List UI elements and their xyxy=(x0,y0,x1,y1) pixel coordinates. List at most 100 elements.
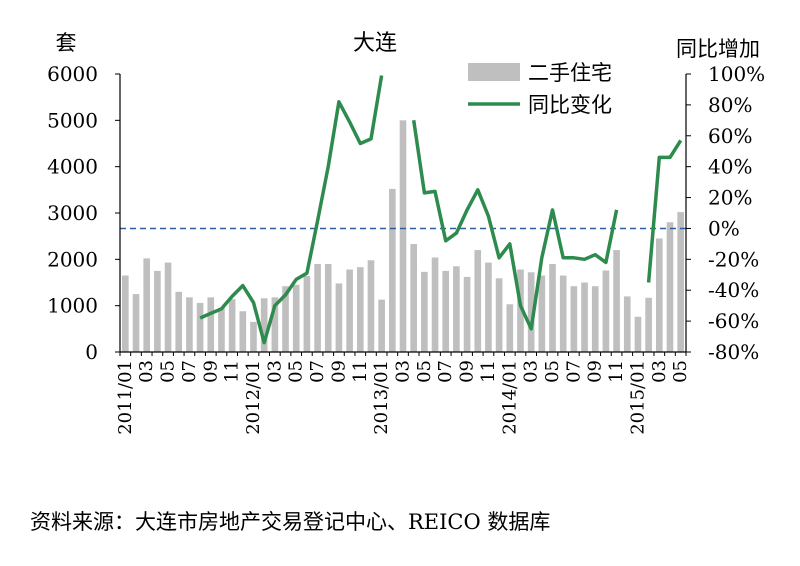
x-tick-label: 05 xyxy=(414,360,435,383)
left-tick-label: 1000 xyxy=(47,294,98,318)
bar-5 xyxy=(175,291,183,352)
x-tick-label: 11 xyxy=(606,360,627,383)
left-tick-label: 6000 xyxy=(47,62,98,86)
bar-28 xyxy=(421,271,428,352)
bar-24 xyxy=(378,299,385,352)
x-tick-label: 2013/01 xyxy=(371,360,392,435)
x-tick-label: 07 xyxy=(563,360,584,383)
right-tick-label: -60% xyxy=(708,309,759,333)
legend: 二手住宅 同比变化 xyxy=(468,61,612,117)
bar-6 xyxy=(186,297,193,352)
bar-10 xyxy=(228,299,236,352)
bar-49 xyxy=(645,297,652,352)
chart-title: 大连 xyxy=(353,31,397,56)
bar-14 xyxy=(271,297,279,352)
x-tick-label: 11 xyxy=(222,360,243,383)
source-note: 资料来源：大连市房地产交易登记中心、REICO 数据库 xyxy=(30,510,551,534)
bar-26 xyxy=(399,120,407,352)
right-tick-label: 20% xyxy=(708,186,752,210)
x-tick-label: 2014/01 xyxy=(499,360,520,435)
x-tick-label: 03 xyxy=(649,360,670,383)
axes xyxy=(115,73,691,356)
bar-20 xyxy=(335,283,343,352)
x-tick-label: 03 xyxy=(521,360,542,383)
x-tick-label: 07 xyxy=(307,360,328,383)
legend-label-bars: 二手住宅 xyxy=(528,61,612,85)
bar-21 xyxy=(346,269,353,352)
x-tick-label: 03 xyxy=(136,360,157,383)
x-tick-label: 05 xyxy=(542,360,563,383)
left-axis-tick-labels: 0 1000 2000 3000 4000 5000 6000 xyxy=(47,62,98,364)
bar-23 xyxy=(367,260,375,352)
bar-36 xyxy=(506,304,514,352)
bar-9 xyxy=(218,307,225,352)
bar-8 xyxy=(207,297,215,352)
x-tick-label: 07 xyxy=(179,360,200,383)
x-tick-label: 2011/01 xyxy=(115,360,136,435)
bar-34 xyxy=(485,262,492,352)
x-tick-label: 2012/01 xyxy=(243,360,264,435)
right-tick-label: 0% xyxy=(708,216,740,240)
right-tick-label: 60% xyxy=(708,124,752,148)
bar-27 xyxy=(410,244,417,352)
legend-label-line: 同比变化 xyxy=(528,93,612,117)
bar-7 xyxy=(196,302,204,352)
bar-2 xyxy=(143,258,151,352)
bar-39 xyxy=(538,275,546,352)
x-tick-label: 09 xyxy=(585,360,606,383)
right-tick-label: -80% xyxy=(708,340,759,364)
right-tick-label: -20% xyxy=(708,247,759,271)
bar-43 xyxy=(581,282,588,352)
chart: 0 1000 2000 3000 4000 5000 6000 -80% -60% -40% -2… xyxy=(47,31,765,435)
right-tick-label: 100% xyxy=(708,62,765,86)
bar-45 xyxy=(602,270,610,352)
x-tick-label: 09 xyxy=(457,360,478,383)
x-tick-label: 11 xyxy=(350,360,371,383)
x-axis-tick-labels: 2011/01 03 05 07 09 11 2012/01 03 05 07 09 11 2013/0… xyxy=(115,360,691,435)
left-tick-label: 4000 xyxy=(47,155,98,179)
bar-13 xyxy=(260,298,268,352)
bar-30 xyxy=(442,270,450,352)
x-tick-label: 05 xyxy=(158,360,179,383)
left-tick-label: 5000 xyxy=(47,108,98,132)
x-tick-label: 07 xyxy=(435,360,456,383)
bar-35 xyxy=(495,278,503,352)
bar-17 xyxy=(303,276,311,352)
yoy-change-line xyxy=(199,75,683,345)
bar-18 xyxy=(314,263,321,352)
left-tick-label: 2000 xyxy=(47,247,98,271)
bar-22 xyxy=(356,267,364,352)
right-tick-label: 80% xyxy=(708,93,752,117)
bar-31 xyxy=(453,266,460,352)
x-tick-label: 11 xyxy=(478,360,499,383)
right-axis-tick-labels: -80% -60% -40% -20% 0% 20% 40% 60% 80% 100% xyxy=(708,62,765,364)
bar-51 xyxy=(666,222,674,352)
x-tick-label: 03 xyxy=(264,360,285,383)
bar-44 xyxy=(591,286,599,352)
left-tick-label: 0 xyxy=(85,340,98,364)
x-tick-label: 2015/01 xyxy=(627,360,648,435)
bar-37 xyxy=(517,269,524,352)
x-tick-label: 03 xyxy=(393,360,414,383)
left-tick-label: 3000 xyxy=(47,201,98,225)
left-axis-label: 套 xyxy=(56,31,77,55)
bar-series-secondhand-housing xyxy=(122,120,684,352)
bar-19 xyxy=(324,263,332,352)
x-tick-label: 09 xyxy=(328,360,349,383)
right-tick-label: -40% xyxy=(708,278,759,302)
bar-41 xyxy=(559,275,567,352)
bar-3 xyxy=(154,270,161,352)
bar-32 xyxy=(463,276,471,352)
legend-swatch-bars xyxy=(468,63,520,81)
x-tick-label: 05 xyxy=(286,360,307,383)
bar-12 xyxy=(250,321,257,352)
bar-38 xyxy=(527,272,535,352)
bar-29 xyxy=(431,257,439,352)
bar-47 xyxy=(623,296,631,352)
x-tick-label: 09 xyxy=(200,360,221,383)
bar-16 xyxy=(292,284,300,352)
right-axis-label: 同比增加 xyxy=(676,37,760,61)
bar-48 xyxy=(634,316,642,352)
bar-0 xyxy=(122,275,129,352)
bar-15 xyxy=(282,286,289,352)
